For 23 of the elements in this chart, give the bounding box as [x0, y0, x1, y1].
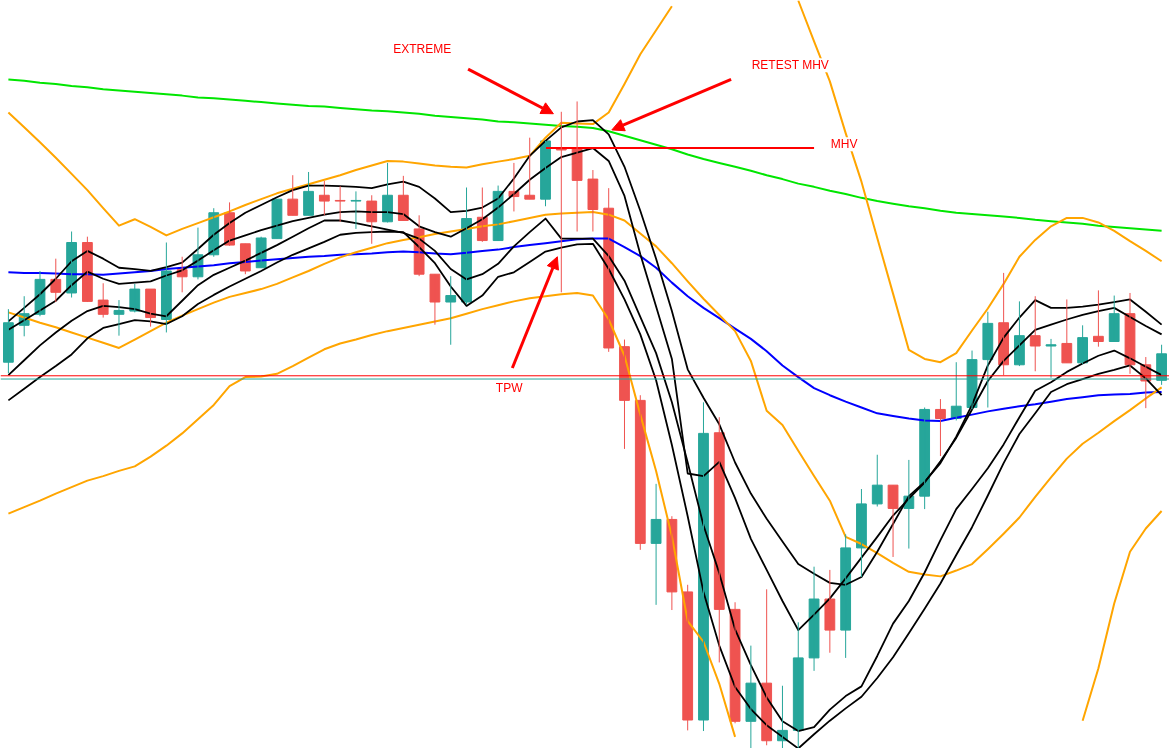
candlestick: [334, 185, 346, 223]
annotation: TPW: [495, 381, 524, 396]
candlestick: [1108, 295, 1120, 342]
candlestick: [856, 488, 867, 578]
candlestick: [287, 174, 299, 216]
candlestick: [1093, 289, 1104, 348]
candlestick: [113, 299, 125, 337]
candlestick: [1077, 324, 1089, 365]
candlestick: [1061, 298, 1073, 364]
candlestick: [792, 621, 804, 748]
candlestick: [318, 180, 330, 216]
candlestick: [350, 190, 362, 230]
candlestick: [3, 308, 14, 374]
annotation: MHV: [830, 137, 858, 152]
candlestick: [1029, 295, 1041, 372]
text: RETEST MHV: [751, 58, 829, 73]
candlestick: [445, 275, 457, 346]
candlestick: [271, 198, 283, 240]
candlestick: [524, 137, 536, 200]
candlestick: [935, 398, 946, 457]
text: EXTREME: [393, 42, 452, 57]
candlestick: [871, 454, 883, 507]
candlestick: [303, 171, 314, 216]
